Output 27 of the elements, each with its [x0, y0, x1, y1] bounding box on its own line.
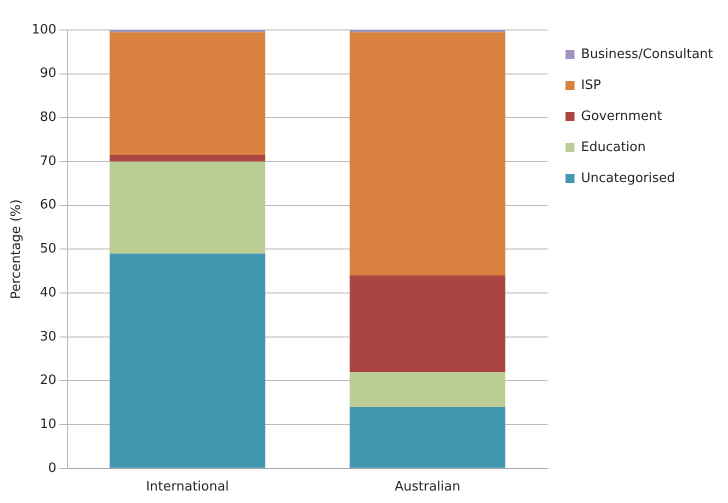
- bar: [350, 407, 506, 468]
- y-tick-label: 10: [40, 416, 56, 432]
- bar: [350, 32, 506, 276]
- bar: [350, 276, 506, 372]
- y-tick-label: 90: [40, 66, 56, 82]
- y-tick-label: 50: [40, 242, 56, 257]
- legend-label: Business/Consultant: [581, 46, 713, 62]
- bar: [110, 32, 266, 155]
- legend-label: ISP: [581, 78, 602, 93]
- legend-label: Uncategorised: [581, 170, 676, 186]
- y-axis-title: Percentage (%): [9, 199, 24, 300]
- bar: [110, 254, 266, 468]
- y-tick-label: 70: [40, 154, 56, 169]
- y-tick-label: 30: [40, 329, 56, 344]
- bar: [110, 162, 266, 254]
- y-tick-label: 100: [32, 22, 56, 38]
- legend-label: Government: [581, 108, 662, 124]
- y-tick-label: 20: [40, 373, 56, 388]
- y-tick-label: 80: [40, 110, 56, 126]
- y-tick-label: 0: [48, 460, 56, 476]
- x-tick-label: International: [146, 480, 229, 495]
- legend-label: Education: [581, 140, 646, 155]
- x-tick-label: Australian: [394, 480, 460, 495]
- bar: [350, 372, 506, 408]
- y-tick-label: 40: [40, 285, 56, 300]
- bar: [110, 154, 266, 162]
- y-tick-label: 60: [40, 198, 56, 213]
